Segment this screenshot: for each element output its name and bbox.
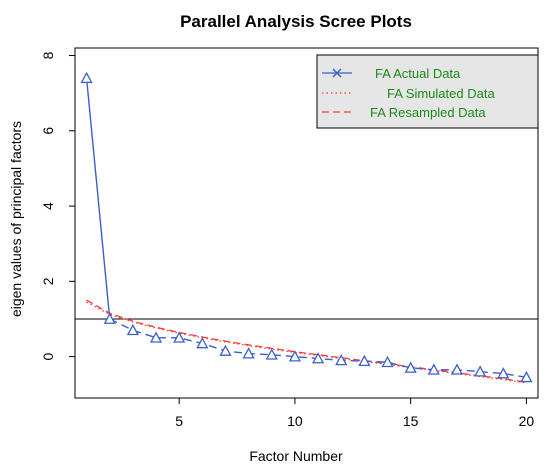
series-line-actual [85,78,111,320]
data-point-actual [126,323,139,336]
data-point-actual [450,363,464,375]
data-point-actual [335,353,348,366]
data-point-actual [80,71,93,84]
data-point-actual [103,312,116,324]
data-point-actual [219,344,232,356]
plot-area: 5 10 15 20 0 2 4 6 8 [40,47,539,429]
legend-box [316,54,539,129]
data-point-actual [358,354,371,367]
data-point-actual [265,348,278,360]
plot-frame [74,47,539,399]
data-point-actual [404,361,417,373]
x-tick-label: 10 [287,413,303,429]
y-tick-label: 0 [40,353,56,361]
data-point-actual [288,350,302,362]
legend: FA Actual Data FA Simulated Data FA Resamp… [316,54,539,129]
data-point-actual [497,367,510,379]
data-point-actual [520,370,533,383]
x-axis-label: Factor Number [249,448,343,464]
x-tick-label: 5 [175,413,183,429]
x-tick-label: 15 [403,413,419,429]
series-line-actual-dashed [109,318,527,378]
data-point-actual [149,331,163,343]
data-point-actual [474,365,487,377]
y-tick-label: 2 [40,277,56,285]
chart-title: Parallel Analysis Scree Plots [180,12,412,31]
data-point-actual [242,347,255,359]
data-point-actual [196,337,209,349]
data-point-actual [381,355,394,368]
legend-label: FA Resampled Data [370,105,486,120]
legend-label: FA Simulated Data [387,86,495,101]
data-point-actual [427,363,440,375]
data-point-actual [311,352,325,364]
data-point-actual [173,331,186,343]
y-tick-label: 4 [40,202,56,210]
x-tick-label: 20 [519,413,535,429]
y-axis-label: eigen values of principal factors [8,121,24,317]
legend-label: FA Actual Data [375,66,461,81]
y-tick-label: 6 [40,127,56,135]
legend-marker-x [332,68,342,78]
y-tick-label: 8 [40,51,56,59]
